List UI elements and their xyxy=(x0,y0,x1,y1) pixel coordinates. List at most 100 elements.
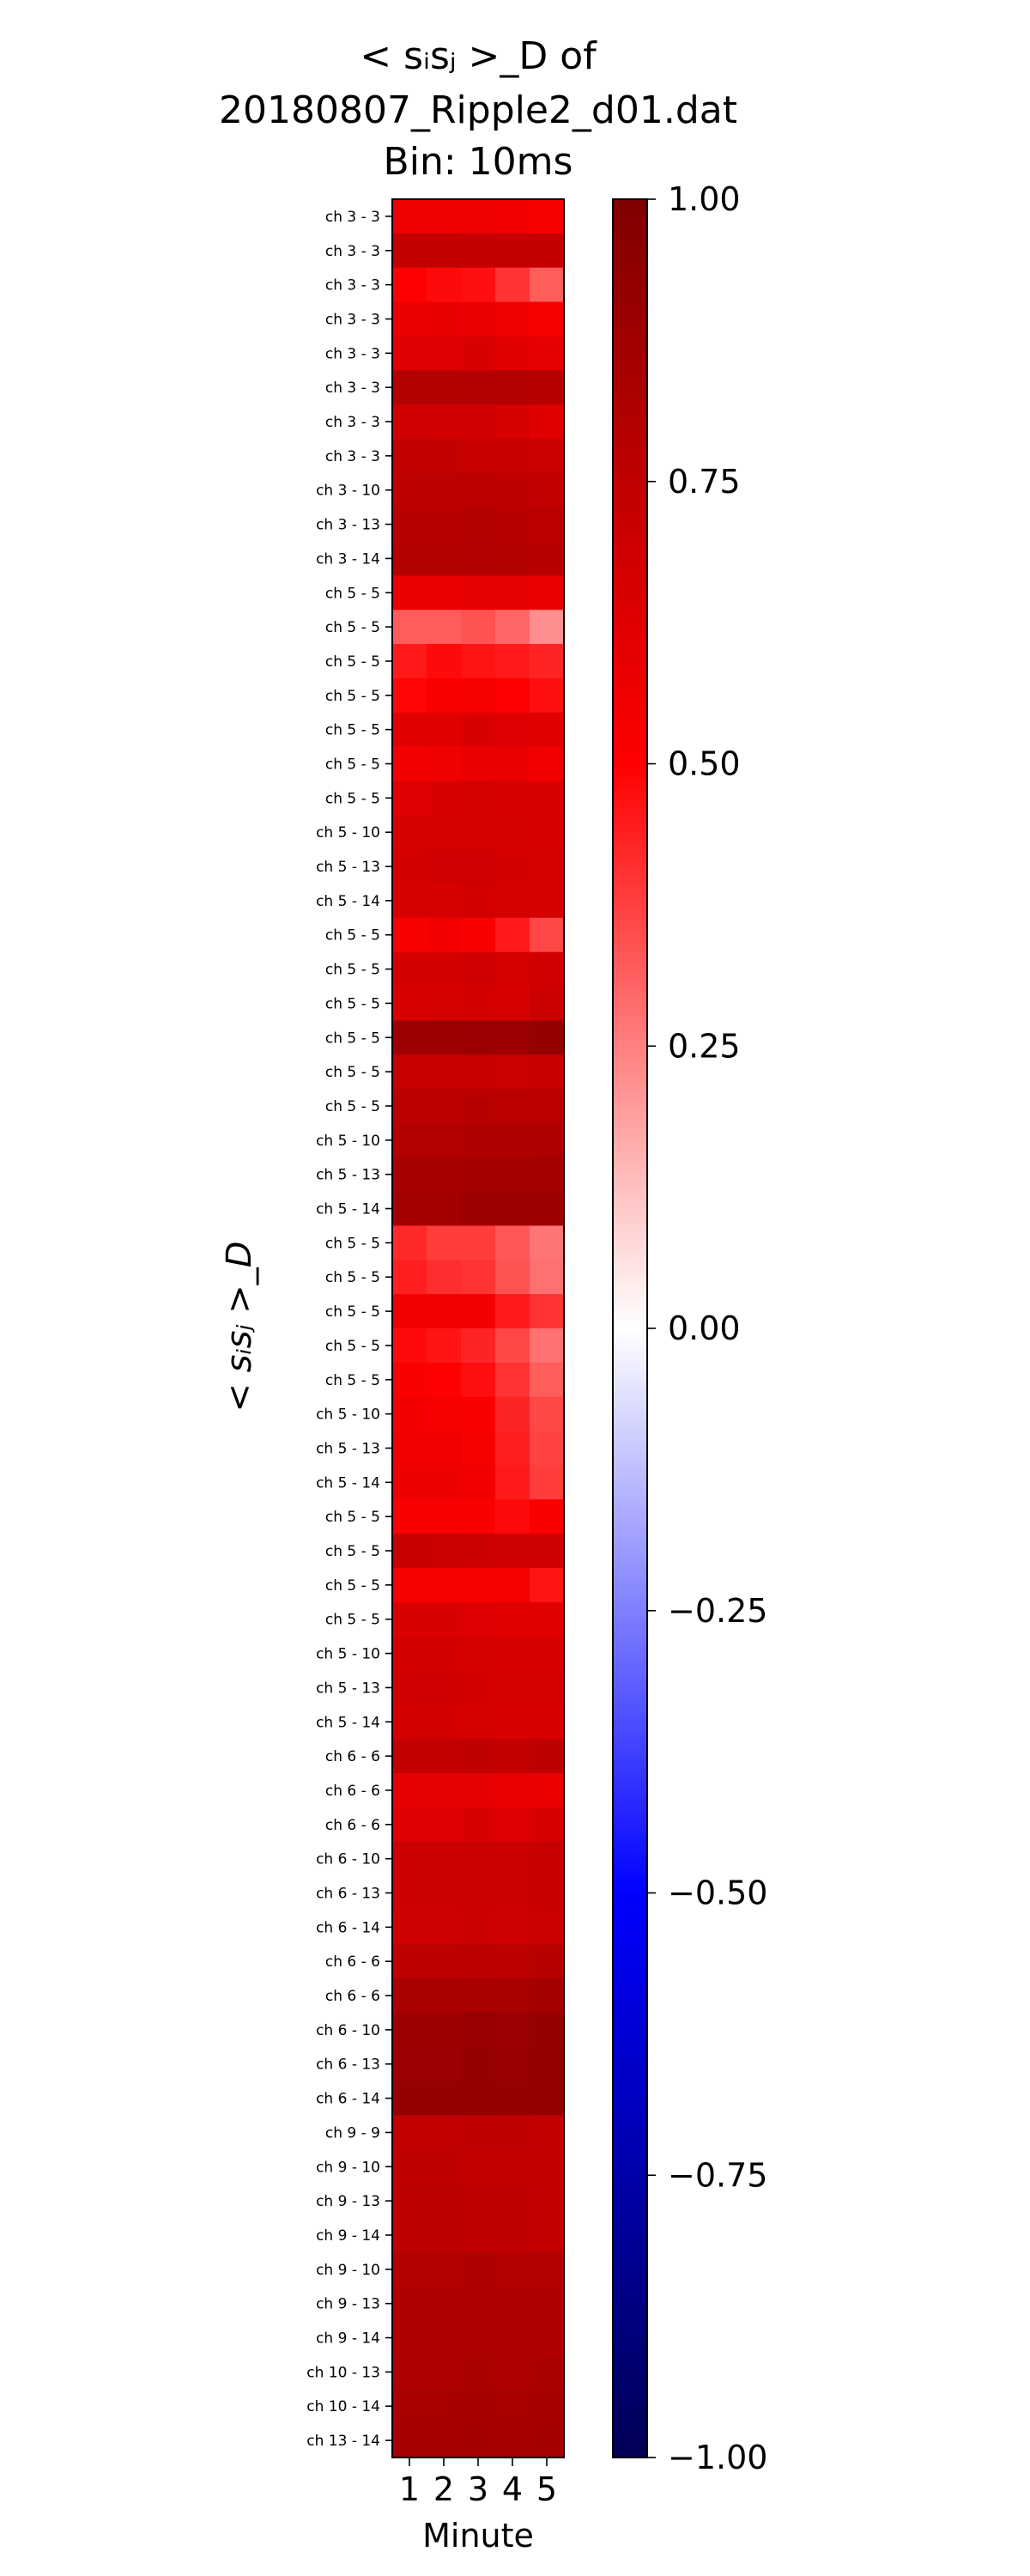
heatmap-cell xyxy=(495,1875,530,1911)
heatmap-plot-area xyxy=(391,198,565,2458)
row-label: ch 6 - 10 xyxy=(316,2022,380,2039)
heatmap-cell xyxy=(427,541,462,576)
heatmap-cell xyxy=(495,644,530,679)
heatmap-cell xyxy=(427,1191,462,1227)
heatmap-cell xyxy=(392,301,427,337)
heatmap-cell xyxy=(495,1739,530,1774)
heatmap-cell xyxy=(495,2423,530,2458)
heatmap-cell xyxy=(461,986,496,1021)
heatmap-cell xyxy=(427,438,462,474)
heatmap-cell xyxy=(530,2149,565,2184)
heatmap-cell xyxy=(530,951,565,987)
heatmap-cell xyxy=(392,199,427,234)
heatmap-cell xyxy=(392,1122,427,1158)
heatmap-cell xyxy=(392,2423,427,2458)
row-label: ch 9 - 13 xyxy=(316,2296,380,2313)
heatmap-cell xyxy=(495,2354,530,2390)
heatmap-cell xyxy=(427,917,462,953)
heatmap-cell xyxy=(530,1362,565,1398)
heatmap-cell xyxy=(495,781,530,816)
heatmap-cell xyxy=(461,1020,496,1055)
heatmap-cell xyxy=(392,575,427,611)
row-label: ch 5 - 5 xyxy=(325,653,380,671)
heatmap-cell xyxy=(427,1054,462,1090)
heatmap-cell xyxy=(495,541,530,576)
heatmap-cell xyxy=(392,472,427,508)
row-label: ch 10 - 14 xyxy=(306,2398,380,2415)
heatmap-cell xyxy=(530,2286,565,2322)
heatmap-cell xyxy=(392,1089,427,1124)
row-label: ch 3 - 3 xyxy=(325,209,380,226)
heatmap-cell xyxy=(495,883,530,919)
heatmap-cell xyxy=(392,1944,427,1979)
heatmap-cell xyxy=(392,1534,427,1569)
heatmap-cell xyxy=(495,1191,530,1227)
row-label: ch 6 - 14 xyxy=(316,2091,380,2108)
heatmap-cell xyxy=(427,1225,462,1261)
heatmap-cell xyxy=(461,1704,496,1740)
heatmap-cell xyxy=(495,1910,530,1945)
heatmap-cell xyxy=(495,1670,530,1705)
heatmap-cell xyxy=(461,438,496,474)
heatmap-cell xyxy=(530,849,565,884)
heatmap-cell xyxy=(392,507,427,543)
heatmap-cell xyxy=(392,2251,427,2287)
heatmap-cell xyxy=(461,815,496,850)
heatmap-cell xyxy=(530,1670,565,1705)
heatmap-cell xyxy=(392,1875,427,1911)
heatmap-cell xyxy=(530,438,565,474)
heatmap-cell xyxy=(530,644,565,679)
heatmap-cell xyxy=(461,1807,496,1843)
heatmap-cell xyxy=(461,1362,496,1398)
heatmap-cell xyxy=(495,1841,530,1877)
heatmap-cell xyxy=(461,2423,496,2458)
heatmap-cell xyxy=(495,2184,530,2219)
heatmap-cell xyxy=(427,1601,462,1637)
heatmap-cell xyxy=(427,2251,462,2287)
heatmap-cell xyxy=(392,1225,427,1261)
heatmap-cell xyxy=(495,2218,530,2253)
heatmap-cell xyxy=(427,1910,462,1945)
heatmap-cell xyxy=(392,1807,427,1843)
heatmap-cell xyxy=(461,1944,496,1979)
heatmap-cell xyxy=(427,1875,462,1911)
heatmap-cell xyxy=(427,1636,462,1672)
heatmap-cell xyxy=(392,1910,427,1945)
heatmap-cell xyxy=(530,2046,565,2082)
heatmap-cell xyxy=(392,370,427,405)
heatmap-cell xyxy=(530,1396,565,1432)
heatmap-cell xyxy=(495,1567,530,1603)
heatmap-cell xyxy=(392,233,427,269)
colorbar-tick-label: −1.00 xyxy=(668,2439,767,2476)
heatmap-cell xyxy=(427,1362,462,1398)
row-label: ch 5 - 5 xyxy=(325,1612,380,1629)
heatmap-cell xyxy=(427,2046,462,2082)
heatmap-cell xyxy=(392,2184,427,2219)
heatmap-cell xyxy=(461,2286,496,2322)
row-label: ch 5 - 5 xyxy=(325,1509,380,1526)
heatmap-cell xyxy=(427,610,462,645)
heatmap-cell xyxy=(495,2115,530,2150)
row-label: ch 3 - 3 xyxy=(325,345,380,362)
heatmap-cell xyxy=(495,336,530,371)
heatmap-cell xyxy=(427,1465,462,1500)
heatmap-cell xyxy=(495,404,530,440)
y-axis-label: < sᵢsⱼ >_D xyxy=(220,1241,259,1412)
x-axis-label: Minute xyxy=(422,2517,534,2555)
heatmap-cell xyxy=(530,1465,565,1500)
heatmap-cell xyxy=(530,1807,565,1843)
heatmap-cell xyxy=(461,1670,496,1705)
heatmap-cell xyxy=(392,438,427,474)
heatmap-cell xyxy=(392,1567,427,1603)
heatmap-cell xyxy=(392,644,427,679)
heatmap-cell xyxy=(461,2149,496,2184)
heatmap-cell xyxy=(495,1157,530,1193)
heatmap-cell xyxy=(530,2115,565,2150)
heatmap-cell xyxy=(530,336,565,371)
heatmap-cell xyxy=(427,1396,462,1432)
heatmap-cell xyxy=(461,1567,496,1603)
heatmap-cell xyxy=(530,1020,565,1055)
heatmap-cell xyxy=(530,1841,565,1877)
heatmap-cell xyxy=(392,2218,427,2253)
